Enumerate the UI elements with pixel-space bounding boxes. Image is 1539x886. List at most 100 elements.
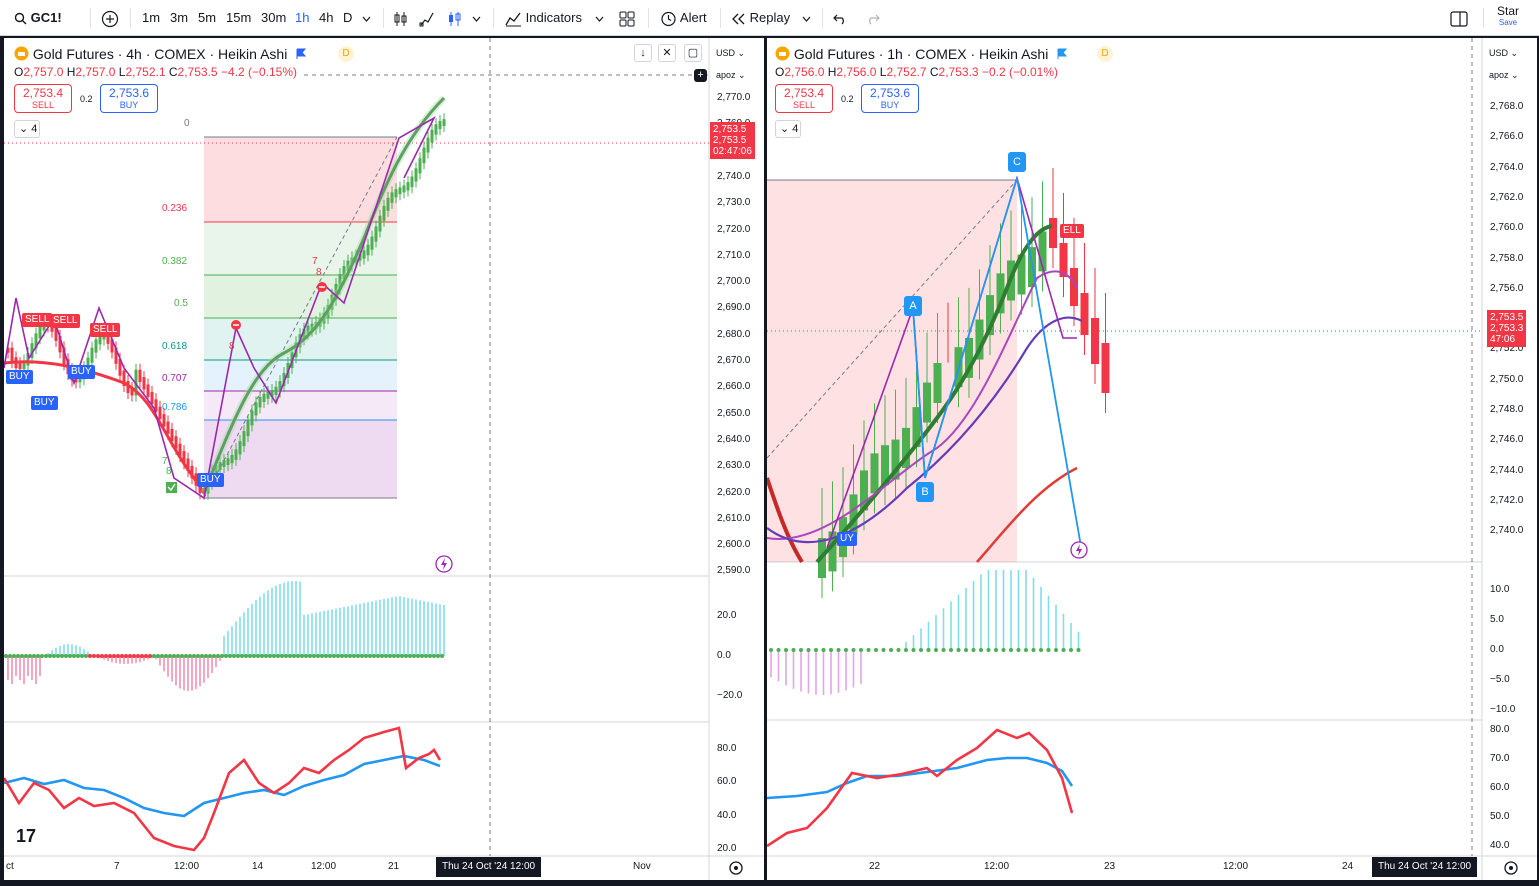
undo-button[interactable] bbox=[833, 0, 847, 36]
left-chart-canvas[interactable] bbox=[4, 38, 764, 880]
osc-dot bbox=[4, 654, 8, 658]
axis-tick: 70.0 bbox=[1490, 753, 1510, 764]
candle-body bbox=[398, 187, 402, 195]
left-buy-button[interactable]: 2,753.6 BUY bbox=[100, 84, 158, 113]
interval-1m[interactable]: 1m bbox=[142, 10, 161, 25]
line-style-button[interactable] bbox=[419, 0, 435, 36]
alert-label: Alert bbox=[679, 10, 707, 25]
interval-30m[interactable]: 30m bbox=[261, 10, 287, 25]
x-label: 12:00 bbox=[311, 861, 337, 872]
osc-dot bbox=[344, 654, 348, 658]
settings-gear-icon[interactable] bbox=[729, 861, 743, 875]
osc-dot bbox=[360, 654, 364, 658]
x-label: 24 bbox=[1342, 861, 1354, 872]
replay-button[interactable]: Replay bbox=[730, 0, 790, 36]
rewind-icon bbox=[732, 13, 745, 25]
interval-15m[interactable]: 15m bbox=[226, 10, 252, 25]
osc-dot bbox=[412, 654, 416, 658]
osc-dot bbox=[896, 648, 901, 652]
left-chart-pane[interactable]: Gold Futures · 4h · COMEX · Heikin Ashi … bbox=[4, 38, 764, 880]
flag-icon[interactable] bbox=[295, 48, 307, 60]
top-toolbar: GC1! 1m 3m 5m 15m 30m 1h 4h D Indicators… bbox=[0, 0, 1539, 36]
symbol-search[interactable]: GC1! bbox=[14, 0, 62, 36]
layouts-button[interactable] bbox=[619, 0, 635, 36]
right-buy-button[interactable]: 2,753.6 BUY bbox=[861, 84, 919, 113]
left-collapse-indicators[interactable]: ⌄ 4 bbox=[14, 120, 40, 138]
osc-dot bbox=[979, 648, 983, 652]
candle-body bbox=[912, 407, 921, 448]
panel-toggle-button[interactable] bbox=[1450, 0, 1468, 36]
osc-dot bbox=[986, 648, 991, 652]
osc-dot bbox=[1031, 648, 1036, 652]
candle-body bbox=[26, 352, 30, 366]
right-collapse-indicators[interactable]: ⌄ 4 bbox=[775, 120, 801, 138]
bars-style-button[interactable] bbox=[393, 0, 409, 36]
close-pane-button[interactable]: ✕ bbox=[658, 44, 676, 62]
osc-dot bbox=[376, 654, 380, 658]
lightning-alert-icon[interactable] bbox=[435, 555, 453, 573]
osc-dot bbox=[1054, 648, 1058, 652]
interval-1h[interactable]: 1h bbox=[295, 10, 310, 25]
interval-d[interactable]: D bbox=[343, 10, 353, 25]
axis-tick: 2,670.0 bbox=[717, 355, 751, 366]
maximize-pane-button[interactable]: ▢ bbox=[684, 44, 702, 62]
left-legend-title[interactable]: Gold Futures · 4h · COMEX · Heikin Ashi bbox=[14, 46, 307, 62]
right-legend-title[interactable]: Gold Futures · 1h · COMEX · Heikin Ashi bbox=[775, 46, 1068, 62]
osc-dot bbox=[188, 654, 192, 658]
indicators-button[interactable]: Indicators bbox=[505, 0, 582, 36]
indicators-dropdown[interactable] bbox=[595, 0, 604, 36]
alert-button[interactable]: Alert bbox=[660, 0, 707, 36]
replay-dropdown[interactable] bbox=[802, 0, 811, 36]
interval-4h[interactable]: 4h bbox=[319, 10, 334, 25]
candle-body bbox=[860, 470, 868, 511]
candle-body bbox=[262, 393, 266, 402]
redo-button[interactable] bbox=[866, 0, 880, 36]
candle-body bbox=[6, 347, 10, 353]
osc-dot bbox=[56, 654, 60, 658]
undo-icon bbox=[833, 14, 844, 25]
candle-body bbox=[422, 147, 426, 164]
right-chart-canvas[interactable] bbox=[767, 38, 1537, 880]
axis-tick: 0.0 bbox=[1490, 644, 1504, 655]
right-sell-button[interactable]: 2,753.4 SELL bbox=[775, 84, 833, 113]
osc-dot bbox=[911, 648, 916, 652]
candle-body bbox=[870, 453, 879, 494]
candle-body bbox=[10, 347, 14, 363]
left-sell-button[interactable]: 2,753.4 SELL bbox=[14, 84, 72, 113]
interval-5m[interactable]: 5m bbox=[198, 10, 217, 25]
right-scale-mode[interactable]: apoz ⌄ bbox=[1489, 70, 1519, 80]
candle-body bbox=[306, 325, 310, 334]
interval-3m[interactable]: 3m bbox=[170, 10, 189, 25]
left-scale-mode[interactable]: apoz ⌄ bbox=[716, 70, 746, 80]
star-save-button[interactable]: Star Save bbox=[1494, 5, 1522, 29]
candle-body bbox=[178, 443, 182, 457]
osc-dot bbox=[236, 654, 240, 658]
candle-body bbox=[174, 436, 178, 449]
osc-dot bbox=[1009, 648, 1013, 652]
candle-body bbox=[394, 189, 398, 198]
lightning-alert-icon[interactable] bbox=[1070, 541, 1088, 559]
candles-style-button[interactable] bbox=[447, 0, 463, 36]
add-plus-icon[interactable]: + bbox=[694, 69, 707, 82]
osc-dot bbox=[956, 648, 961, 652]
left-currency-select[interactable]: USD ⌄ bbox=[716, 48, 746, 58]
flag-icon[interactable] bbox=[1056, 48, 1068, 60]
chart-type-dropdown[interactable] bbox=[472, 0, 481, 36]
axis-tick: 2,750.0 bbox=[1490, 373, 1524, 385]
compare-button[interactable] bbox=[101, 0, 119, 36]
osc-dot bbox=[16, 654, 20, 658]
tradingview-logo[interactable]: 17 bbox=[16, 826, 37, 846]
search-icon bbox=[14, 12, 27, 25]
osc-dot bbox=[84, 654, 88, 658]
x-label: 14 bbox=[252, 861, 264, 872]
osc-dot bbox=[392, 654, 396, 658]
right-chart-pane[interactable]: Gold Futures · 1h · COMEX · Heikin Ashi … bbox=[767, 38, 1537, 880]
osc-dot bbox=[168, 654, 172, 658]
left-data-badge: D bbox=[338, 46, 354, 62]
osc-dot bbox=[821, 648, 826, 652]
move-down-button[interactable]: ↓ bbox=[634, 44, 652, 62]
interval-dropdown[interactable] bbox=[362, 0, 371, 36]
wave-label-a: A bbox=[904, 296, 922, 316]
settings-gear-icon[interactable] bbox=[1504, 861, 1518, 875]
right-currency-select[interactable]: USD ⌄ bbox=[1489, 48, 1519, 58]
